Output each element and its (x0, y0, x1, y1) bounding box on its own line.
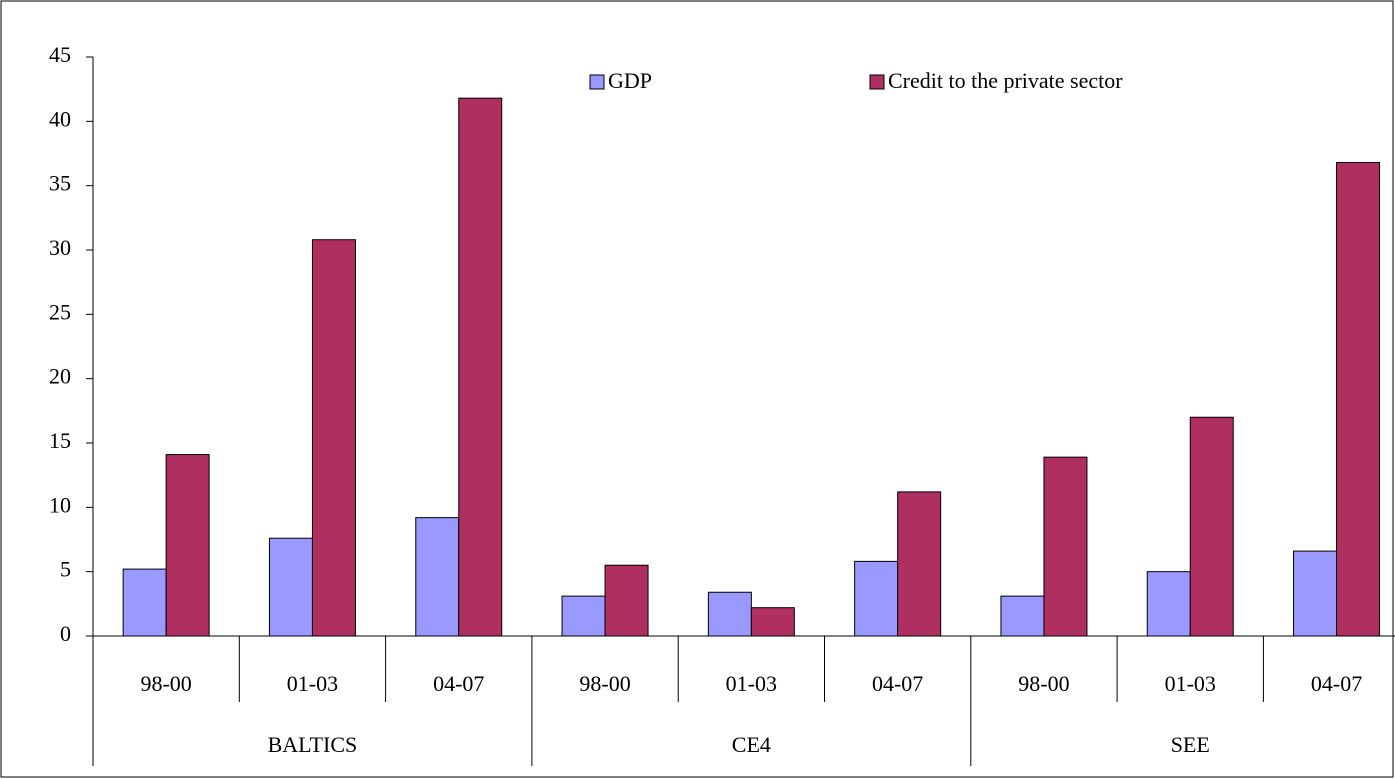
x-tick-label: 04-07 (433, 671, 484, 696)
y-tick-label: 35 (49, 171, 71, 196)
bar (1336, 162, 1381, 637)
x-tick-label: 01-03 (1165, 671, 1216, 696)
bar (707, 591, 752, 637)
x-tick-label: 04-07 (1311, 671, 1362, 696)
bar (1189, 416, 1234, 637)
bar (1293, 550, 1338, 637)
y-tick-label: 10 (49, 492, 71, 517)
group-label: BALTICS (268, 732, 358, 757)
y-tick-label: 25 (49, 299, 71, 324)
y-tick-label: 0 (60, 621, 71, 646)
bar (897, 491, 942, 637)
bar (854, 560, 899, 637)
bar (1000, 595, 1045, 637)
bar (311, 239, 356, 637)
y-tick-label: 30 (49, 235, 71, 260)
group-label: CE4 (732, 732, 771, 757)
bar (561, 595, 606, 637)
y-tick-label: 15 (49, 428, 71, 453)
x-tick-label: 98-00 (140, 671, 191, 696)
x-tick-label: 98-00 (1018, 671, 1069, 696)
bar (165, 454, 210, 637)
legend-label: Credit to the private sector (888, 68, 1123, 93)
bar (604, 564, 649, 637)
x-tick-label: 98-00 (579, 671, 630, 696)
legend-label: GDP (608, 68, 652, 93)
bar (122, 568, 167, 637)
y-tick-label: 5 (60, 557, 71, 582)
bar (458, 97, 503, 637)
y-tick-label: 45 (49, 42, 71, 67)
legend-swatch (869, 74, 885, 90)
x-tick-label: 01-03 (726, 671, 777, 696)
bar (268, 537, 313, 637)
legend-swatch (589, 74, 605, 90)
group-label: SEE (1171, 732, 1210, 757)
bar (1146, 571, 1191, 637)
bar (750, 607, 795, 637)
bar (1043, 456, 1088, 637)
x-tick-label: 04-07 (872, 671, 923, 696)
y-tick-label: 20 (49, 364, 71, 389)
x-tick-label: 01-03 (287, 671, 338, 696)
bar (415, 517, 460, 637)
y-tick-label: 40 (49, 106, 71, 131)
